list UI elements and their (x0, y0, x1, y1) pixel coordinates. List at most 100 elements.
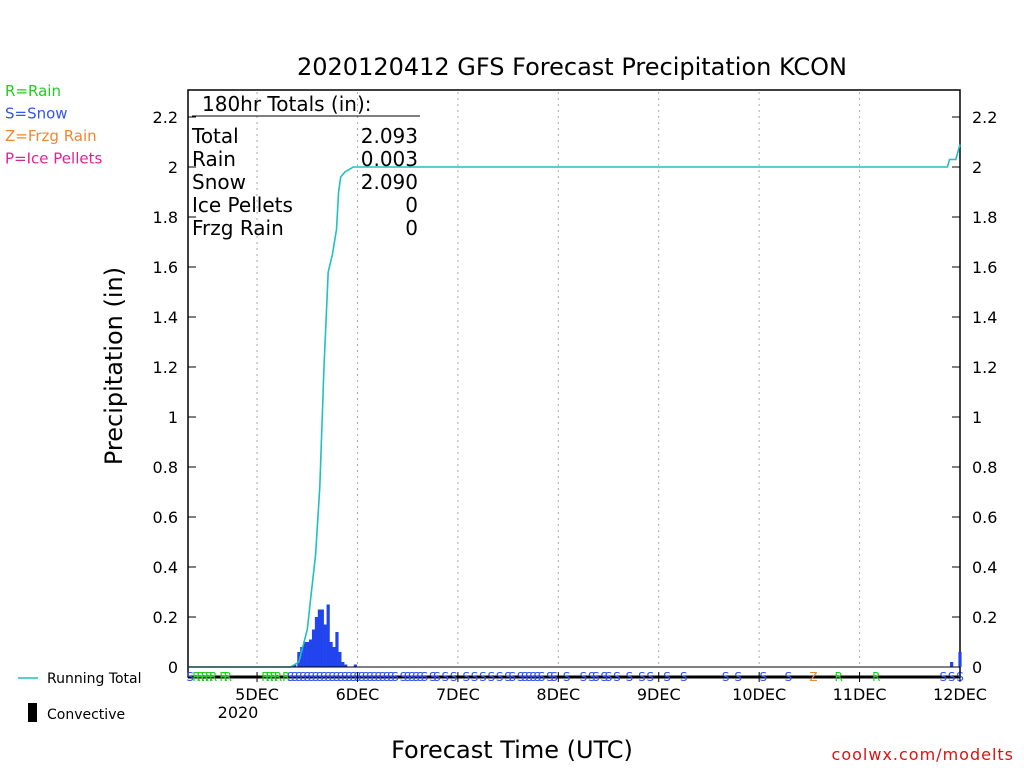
ptype-legend-entry: Z=Frzg Rain (5, 127, 97, 145)
ptype-mark: S (320, 670, 328, 684)
convective-bar (303, 642, 307, 667)
convective-bar (329, 642, 333, 667)
ptype-mark: S (358, 670, 366, 684)
ptype-mark: S (521, 670, 529, 684)
ptype-mark: S (186, 670, 194, 684)
y-tick-label: 0.6 (153, 508, 178, 527)
ptype-legend-entry: R=Rain (5, 82, 61, 100)
convective-bar (293, 664, 297, 667)
ptype-mark: S (324, 670, 332, 684)
totals-row-value: 0 (405, 216, 418, 240)
y-axis-label: Precipitation (in) (100, 267, 128, 465)
ptype-mark: Z (809, 670, 817, 684)
totals-rows: Total 2.093 Rain 0.003 Snow 2.090 Ice Pellets 0… (191, 124, 418, 240)
ptype-mark: S (638, 670, 646, 684)
credit-text: coolwx.com/modelts (832, 745, 1014, 764)
y-tick-label: 1.2 (153, 358, 178, 377)
running-total-line (188, 144, 961, 668)
x-tick-label: 10DEC (732, 685, 786, 704)
ptype-mark: S (433, 670, 441, 684)
y-tick-label: 1.2 (972, 358, 997, 377)
ptype-mark: S (538, 670, 546, 684)
y-tick-label: 1 (168, 408, 178, 427)
ptype-mark: S (760, 670, 768, 684)
ptype-mark: S (939, 670, 947, 684)
x-tick-label: 11DEC (833, 685, 887, 704)
convective-legend-label: Convective (47, 707, 125, 723)
convective-bars (293, 604, 962, 667)
ptype-mark: S (308, 670, 316, 684)
ptype-mark: S (663, 670, 671, 684)
ptype-mark: S (450, 670, 458, 684)
ptype-mark: S (379, 670, 387, 684)
ptype-mark: R (834, 670, 842, 684)
ptype-mark: S (680, 670, 688, 684)
ptype-mark: S (349, 670, 357, 684)
ptype-mark: S (613, 670, 621, 684)
ptype-mark: S (626, 670, 634, 684)
ptype-mark: S (442, 670, 450, 684)
ptype-mark: S (295, 670, 303, 684)
convective-bar (326, 604, 330, 667)
ptype-mark: S (404, 670, 412, 684)
ptype-mark: R (872, 670, 880, 684)
ptype-mark: S (471, 670, 479, 684)
y-tick-label: 1.6 (153, 258, 178, 277)
convective-bar (950, 662, 954, 667)
ptype-mark: S (362, 670, 370, 684)
ptype-mark: S (785, 670, 793, 684)
ptype-mark: S (734, 670, 742, 684)
ptype-mark: S (647, 670, 655, 684)
y-tick-label: 1.8 (972, 208, 997, 227)
ptype-mark: R (196, 670, 204, 684)
y-tick-label: 0.8 (153, 458, 178, 477)
x-axis: 5DEC 6DEC 7DEC 8DEC 9DEC 10DEC 11DEC 12DEC (235, 672, 987, 704)
y-tick-label: 1.4 (153, 308, 178, 327)
x-tick-label: 12DEC (933, 685, 987, 704)
y-tick-label: 1.4 (972, 308, 997, 327)
ptype-mark: S (517, 670, 525, 684)
ptype-mark: S (287, 670, 295, 684)
ptype-mark: R (282, 670, 290, 684)
ptype-mark: R (192, 670, 200, 684)
ptype-mark: S (550, 670, 558, 684)
ptype-mark: R (265, 670, 273, 684)
y-tick-label: 2 (972, 158, 982, 177)
y-tick-label: 1.6 (972, 258, 997, 277)
convective-bar (338, 652, 342, 667)
ptype-mark: S (316, 670, 324, 684)
ptype-mark: S (383, 670, 391, 684)
ptype-mark: S (601, 670, 609, 684)
day-gridlines (256, 92, 861, 667)
ptype-mark: S (580, 670, 588, 684)
ptype-mark: S (722, 670, 730, 684)
ptype-mark: S (337, 670, 345, 684)
ptype-mark: R (270, 670, 278, 684)
ptype-mark: S (341, 670, 349, 684)
x-tick-label: 5DEC (235, 685, 279, 704)
ptype-mark: S (948, 670, 956, 684)
ptype-mark: S (563, 670, 571, 684)
ptype-mark: R (274, 670, 282, 684)
totals-row-label: Snow (192, 170, 246, 194)
ptype-mark: S (462, 670, 470, 684)
ptype-mark: R (201, 670, 209, 684)
totals-row-value: 2.090 (361, 170, 418, 194)
convective-bar (344, 664, 348, 667)
convective-bar (308, 639, 313, 667)
ptype-mark: S (416, 670, 424, 684)
chart-title: 2020120412 GFS Forecast Precipitation KC… (297, 53, 847, 81)
ptype-mark: S (412, 670, 420, 684)
convective-bar (353, 664, 357, 667)
x-tick-label: 8DEC (536, 685, 580, 704)
ptype-mark: S (605, 670, 613, 684)
ptype-mark: S (488, 670, 496, 684)
ptype-mark: R (219, 670, 227, 684)
convective-bar (306, 642, 310, 667)
ptype-mark: S (387, 670, 395, 684)
running-total-legend-label: Running Total (47, 671, 142, 687)
totals-row-value: 0 (405, 193, 418, 217)
plot-frame (187, 89, 961, 678)
ptype-mark: S (299, 670, 307, 684)
